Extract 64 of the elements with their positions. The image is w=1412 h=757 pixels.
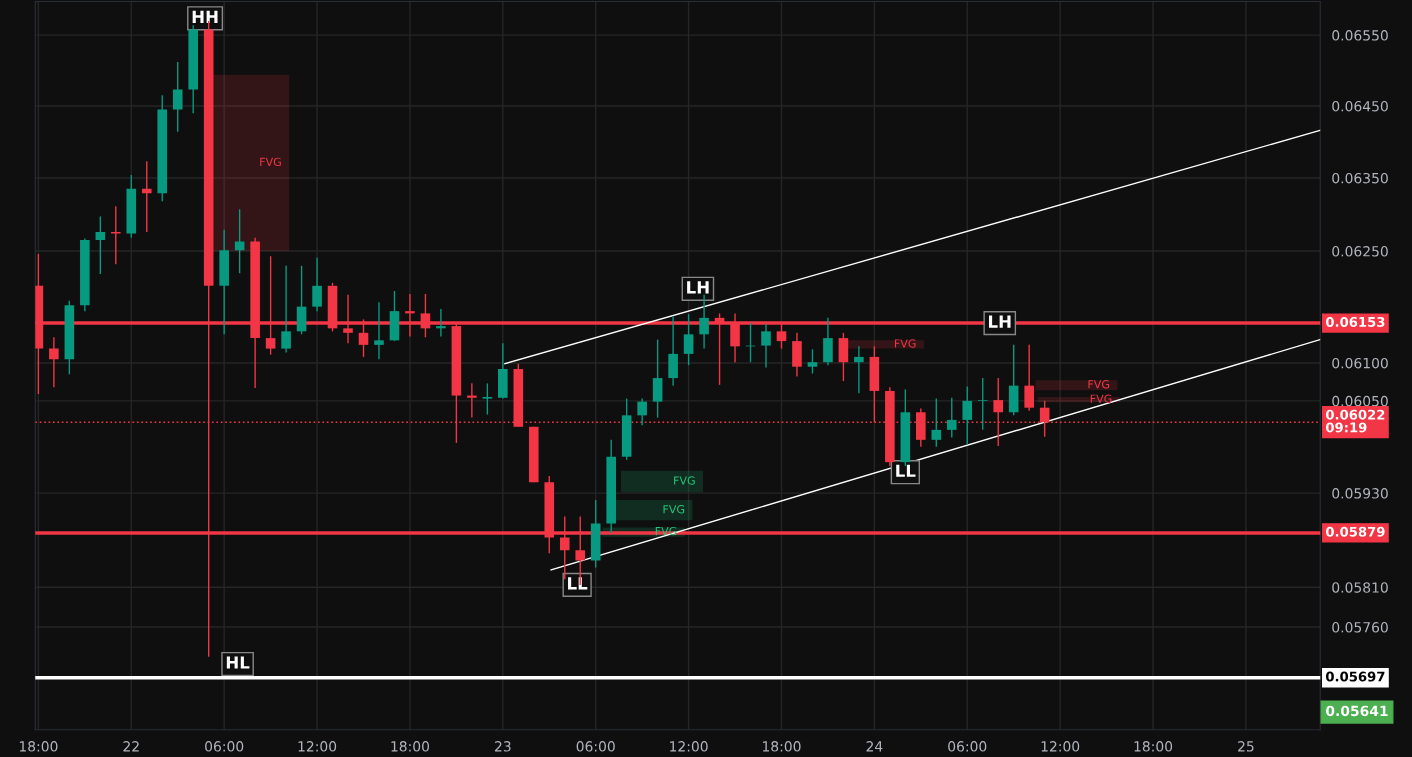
- y-tick-label: 0.06050: [1332, 395, 1388, 407]
- x-tick-label: 12:00: [1041, 741, 1080, 752]
- x-tick-label: 22: [123, 741, 139, 752]
- candlestick: [652, 338, 663, 419]
- candlestick: [467, 382, 477, 419]
- candlestick: [761, 323, 771, 369]
- annotation: LL: [568, 577, 588, 590]
- candlestick: [234, 208, 245, 274]
- candlestick: [962, 385, 973, 446]
- candlestick: [172, 61, 183, 133]
- x-tick-label: 12:00: [298, 741, 337, 752]
- annotation: LL: [896, 464, 916, 477]
- y-tick-label: 0.06450: [1332, 100, 1388, 112]
- candlestick: [977, 377, 988, 431]
- candlestick: [95, 215, 106, 275]
- x-tick-label: 23: [495, 741, 511, 752]
- annotation: LH: [989, 315, 1011, 328]
- candlestick: [374, 301, 384, 360]
- y-tick-label: 0.05810: [1332, 582, 1388, 593]
- y-tick-label: 0.06350: [1332, 172, 1388, 184]
- candlestick: [699, 294, 709, 350]
- x-tick-label: 18:00: [19, 741, 58, 752]
- candlestick: [946, 397, 957, 439]
- x-tick-label: 18:00: [1134, 741, 1173, 752]
- x-tick-label: 06:00: [576, 741, 615, 752]
- candlestick: [1024, 344, 1034, 412]
- ref-line-label: 0.06022 09:19: [1325, 409, 1385, 433]
- candlestick: [281, 265, 291, 354]
- series-label: FVG: [1088, 380, 1110, 389]
- series-label: FVG: [674, 476, 695, 485]
- candlestick: [481, 382, 493, 416]
- series-label: FVG: [894, 339, 916, 348]
- candlestick: [141, 160, 152, 233]
- ref-line-label: 0.05879: [1325, 526, 1385, 537]
- annotation: HL: [226, 656, 250, 669]
- candlestick: [49, 336, 59, 388]
- bar: [621, 470, 704, 493]
- x-tick-label: 24: [866, 741, 883, 752]
- y-tick-label: 0.06100: [1332, 357, 1388, 369]
- ref-line-label: 0.05697: [1325, 671, 1385, 682]
- x-tick-label: 12:00: [670, 741, 708, 752]
- text: 0.05641: [1326, 705, 1388, 717]
- x-tick-label: 25: [1238, 741, 1254, 752]
- y-tick-label: 0.06250: [1332, 246, 1388, 257]
- x-tick-label: 06:00: [948, 741, 987, 752]
- candlestick: [807, 348, 818, 375]
- candlestick: [683, 313, 694, 366]
- candlestick: [931, 397, 942, 448]
- x-tick-label: 18:00: [763, 741, 801, 752]
- candlestick: [854, 345, 864, 394]
- candlestick: [312, 257, 322, 312]
- ref-line-label: 0.06153: [1325, 316, 1385, 327]
- x-tick-label: 06:00: [205, 741, 244, 752]
- y-tick-label: 0.05930: [1332, 488, 1388, 499]
- x-tick-label: 18:00: [391, 741, 430, 752]
- y-tick-label: 0.06550: [1332, 30, 1388, 41]
- series-label: FVG: [260, 157, 281, 167]
- annotation: HH: [192, 10, 218, 23]
- candlestick: [637, 397, 647, 426]
- series-label: FVG: [663, 505, 685, 514]
- candlestick: [436, 308, 446, 338]
- annotation: LH: [687, 281, 709, 294]
- series-label: FVG: [1090, 394, 1112, 403]
- y-tick-label: 0.05760: [1332, 622, 1388, 633]
